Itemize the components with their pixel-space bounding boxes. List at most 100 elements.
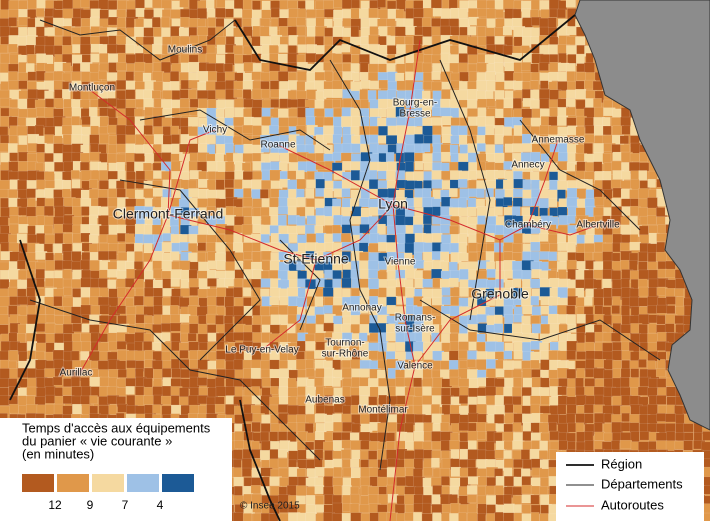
commune-cell (296, 71, 307, 81)
commune-cell (467, 494, 477, 503)
commune-cell (575, 422, 585, 433)
commune-cell (369, 134, 379, 144)
commune-cell (214, 403, 225, 413)
legend-swatch (92, 474, 124, 492)
commune-cell (342, 89, 352, 100)
commune-cell (368, 179, 379, 190)
commune-cell (35, 359, 48, 370)
commune-cell (404, 494, 416, 505)
commune-cell (423, 224, 433, 235)
commune-cell (486, 513, 496, 526)
commune-cell (170, 269, 183, 280)
commune-cell (477, 513, 486, 526)
commune-cell (153, 81, 164, 92)
commune-cell (197, 107, 208, 118)
commune-cell (17, 161, 29, 172)
commune-cell (611, 350, 623, 361)
commune-cell (134, 70, 144, 83)
commune-cell (467, 26, 477, 36)
commune-cell (548, 81, 558, 91)
commune-cell (250, 359, 261, 369)
commune-cell (277, 449, 288, 458)
commune-cell (395, 170, 406, 180)
commune-cell (566, 432, 576, 443)
commune-cell (485, 71, 496, 82)
commune-cell (476, 18, 487, 27)
commune-cell (305, 359, 314, 370)
commune-cell (440, 8, 452, 21)
commune-cell (421, 233, 434, 244)
place-label: Bresse (399, 109, 431, 120)
commune-cell (161, 242, 173, 253)
commune-cell (484, 27, 495, 37)
commune-cell (386, 107, 397, 118)
commune-cell (565, 107, 576, 116)
commune-cell (513, 341, 523, 352)
commune-cell (360, 36, 369, 46)
commune-cell (242, 54, 253, 64)
commune-cell (305, 53, 317, 63)
commune-cell (198, 98, 208, 110)
commune-cell (251, 242, 261, 252)
line-legend: Région Départements Autoroutes (556, 452, 704, 521)
commune-cell (459, 268, 469, 280)
commune-cell (297, 44, 307, 53)
commune-cell (270, 89, 281, 98)
commune-cell (80, 259, 91, 271)
commune-cell (18, 350, 28, 362)
commune-cell (9, 99, 19, 108)
commune-cell (314, 45, 326, 55)
commune-cell (189, 323, 200, 334)
place-label: Annemasse (532, 135, 585, 146)
commune-cell (279, 134, 289, 144)
commune-cell (612, 187, 623, 198)
commune-cell (413, 503, 423, 513)
commune-cell (350, 458, 360, 468)
commune-cell (324, 18, 333, 28)
commune-cell (251, 440, 260, 450)
commune-cell (135, 134, 146, 145)
commune-cell (638, 314, 650, 325)
commune-cell (494, 117, 506, 127)
commune-cell (287, 0, 298, 10)
commune-cell (386, 512, 399, 523)
commune-cell (665, 268, 677, 278)
commune-cell (277, 404, 289, 414)
commune-cell (405, 8, 415, 20)
commune-cell (530, 295, 540, 306)
commune-cell (702, 431, 710, 441)
commune-cell (511, 260, 523, 271)
commune-cell (377, 369, 386, 379)
commune-cell (458, 486, 469, 497)
commune-cell (567, 378, 577, 389)
place-label: Albertville (576, 220, 620, 231)
commune-cell (143, 125, 153, 135)
commune-cell (513, 504, 522, 513)
place-label: St-Etienne (283, 251, 349, 267)
commune-cell (27, 108, 38, 119)
commune-cell (107, 261, 118, 271)
commune-cell (467, 440, 477, 451)
commune-cell (89, 179, 98, 189)
commune-cell (620, 368, 631, 378)
commune-cell (468, 252, 479, 264)
commune-cell (16, 125, 28, 137)
commune-cell (180, 368, 191, 379)
commune-cell (260, 142, 270, 153)
commune-cell (332, 53, 343, 64)
commune-cell (421, 395, 433, 405)
commune-cell (62, 296, 74, 308)
commune-cell (17, 117, 27, 127)
legend-swatch (22, 474, 54, 492)
commune-cell (260, 224, 272, 236)
commune-cell (296, 225, 307, 235)
commune-cell (350, 512, 363, 522)
commune-cell (656, 304, 669, 314)
commune-cell (630, 178, 640, 191)
commune-cell (215, 89, 227, 100)
commune-cell (584, 368, 595, 378)
commune-cell (358, 198, 370, 208)
commune-cell (252, 332, 262, 344)
commune-cell (377, 44, 389, 56)
commune-cell (144, 153, 154, 164)
